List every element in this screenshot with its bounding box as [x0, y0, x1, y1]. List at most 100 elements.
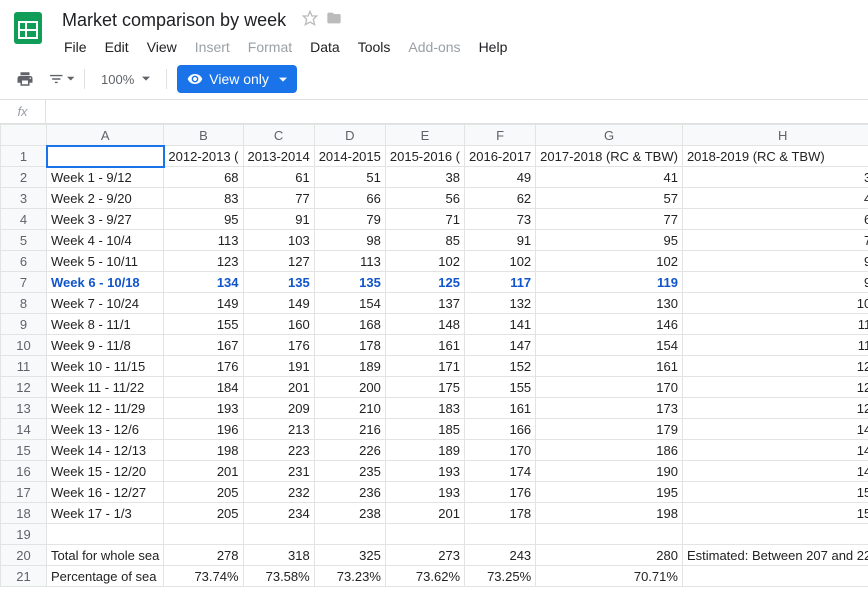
row-header[interactable]: 5	[1, 230, 47, 251]
cell[interactable]: 2014-2015	[314, 146, 385, 167]
cell[interactable]: 62	[465, 188, 536, 209]
cell[interactable]: 168	[314, 314, 385, 335]
cell[interactable]: 174	[465, 461, 536, 482]
corner-cell[interactable]	[1, 125, 47, 146]
cell[interactable]: 175	[385, 377, 464, 398]
cell[interactable]: 213	[243, 419, 314, 440]
cell[interactable]: 2016-2017	[465, 146, 536, 167]
cell[interactable]: 51	[314, 167, 385, 188]
cell[interactable]: 155	[164, 314, 243, 335]
cell[interactable]: 243	[465, 545, 536, 566]
cell[interactable]: 198	[536, 503, 683, 524]
cell[interactable]: 113	[164, 230, 243, 251]
cell[interactable]: 102	[465, 251, 536, 272]
cell[interactable]: 146	[536, 314, 683, 335]
cell[interactable]: 161	[465, 398, 536, 419]
cell[interactable]: Week 2 - 9/20	[47, 188, 164, 209]
cell[interactable]	[536, 524, 683, 545]
cell[interactable]: 280	[536, 545, 683, 566]
cell[interactable]: 62	[682, 209, 868, 230]
cell[interactable]: 210	[314, 398, 385, 419]
cell[interactable]: Total for whole sea	[47, 545, 164, 566]
cell[interactable]: 2012-2013 (	[164, 146, 243, 167]
cell[interactable]: 79	[314, 209, 385, 230]
cell[interactable]: 103	[243, 230, 314, 251]
column-header[interactable]: B	[164, 125, 243, 146]
cell[interactable]: 318	[243, 545, 314, 566]
cell[interactable]	[465, 524, 536, 545]
cell[interactable]: 189	[385, 440, 464, 461]
cell[interactable]: 77	[536, 209, 683, 230]
row-header[interactable]: 13	[1, 398, 47, 419]
cell[interactable]: 125	[385, 272, 464, 293]
cell[interactable]: 145	[682, 440, 868, 461]
cell[interactable]: 178	[314, 335, 385, 356]
cell[interactable]	[47, 146, 164, 167]
cell[interactable]: Week 8 - 11/1	[47, 314, 164, 335]
cell[interactable]: Week 14 - 12/13	[47, 440, 164, 461]
spreadsheet-grid[interactable]: ABCDEFGHI12012-2013 (2013-20142014-20152…	[0, 124, 868, 587]
row-header[interactable]: 10	[1, 335, 47, 356]
cell[interactable]: 122	[682, 356, 868, 377]
cell[interactable]: Week 15 - 12/20	[47, 461, 164, 482]
cell[interactable]: 137	[385, 293, 464, 314]
cell[interactable]: 71	[385, 209, 464, 230]
cell[interactable]: 95	[164, 209, 243, 230]
cell[interactable]: 200	[314, 377, 385, 398]
filter-icon[interactable]	[48, 66, 74, 92]
row-header[interactable]: 1	[1, 146, 47, 167]
cell[interactable]: 2013-2014	[243, 146, 314, 167]
column-header[interactable]: A	[47, 125, 164, 146]
cell[interactable]: 205	[164, 503, 243, 524]
cell[interactable]: 57	[536, 188, 683, 209]
cell[interactable]: 151	[682, 482, 868, 503]
cell[interactable]: Percentage of sea	[47, 566, 164, 587]
menu-view[interactable]: View	[139, 35, 185, 59]
cell[interactable]: Week 4 - 10/4	[47, 230, 164, 251]
cell[interactable]: 127	[243, 251, 314, 272]
cell[interactable]	[243, 524, 314, 545]
cell[interactable]: 73.23%	[314, 566, 385, 587]
cell[interactable]: 149	[164, 293, 243, 314]
cell[interactable]: 148	[385, 314, 464, 335]
cell[interactable]: Week 5 - 10/11	[47, 251, 164, 272]
cell[interactable]	[164, 524, 243, 545]
cell[interactable]: 176	[164, 356, 243, 377]
cell[interactable]: 184	[164, 377, 243, 398]
cell[interactable]	[385, 524, 464, 545]
cell[interactable]: 129	[682, 398, 868, 419]
cell[interactable]: 61	[243, 167, 314, 188]
cell[interactable]: Estimated: Between 207 and 220	[682, 545, 868, 566]
cell[interactable]: 170	[536, 377, 683, 398]
cell[interactable]: 118	[682, 335, 868, 356]
cell[interactable]: 238	[314, 503, 385, 524]
cell[interactable]: 95	[536, 230, 683, 251]
row-header[interactable]: 21	[1, 566, 47, 587]
cell[interactable]	[47, 524, 164, 545]
column-header[interactable]: E	[385, 125, 464, 146]
cell[interactable]: 113	[314, 251, 385, 272]
cell[interactable]: Week 10 - 11/15	[47, 356, 164, 377]
row-header[interactable]: 14	[1, 419, 47, 440]
cell[interactable]: Week 13 - 12/6	[47, 419, 164, 440]
cell[interactable]: 183	[385, 398, 464, 419]
column-header[interactable]: F	[465, 125, 536, 146]
cell[interactable]: 278	[164, 545, 243, 566]
cell[interactable]: 171	[385, 356, 464, 377]
cell[interactable]: 232	[243, 482, 314, 503]
row-header[interactable]: 16	[1, 461, 47, 482]
cell[interactable]: 2018-2019 (RC & TBW)	[682, 146, 868, 167]
row-header[interactable]: 6	[1, 251, 47, 272]
cell[interactable]: 68	[164, 167, 243, 188]
cell[interactable]: 91	[243, 209, 314, 230]
cell[interactable]: 49	[682, 188, 868, 209]
cell[interactable]: 193	[164, 398, 243, 419]
cell[interactable]: 2015-2016 (	[385, 146, 464, 167]
cell[interactable]: 108	[682, 293, 868, 314]
row-header[interactable]: 17	[1, 482, 47, 503]
row-header[interactable]: 7	[1, 272, 47, 293]
cell[interactable]: 147	[465, 335, 536, 356]
cell[interactable]: 78	[682, 230, 868, 251]
row-header[interactable]: 4	[1, 209, 47, 230]
cell[interactable]: 223	[243, 440, 314, 461]
